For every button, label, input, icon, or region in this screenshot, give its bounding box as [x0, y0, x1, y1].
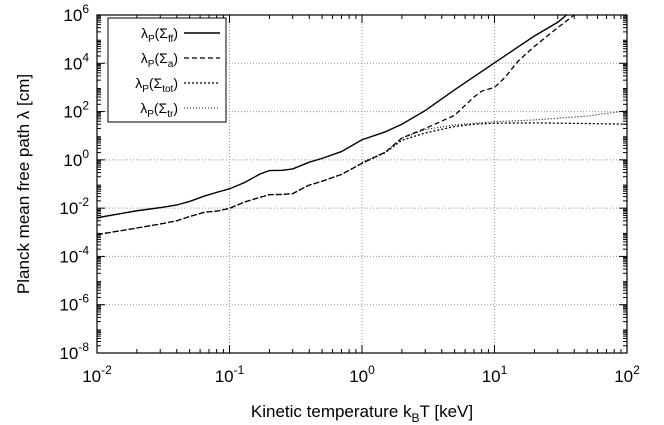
y-tick-label: 100 [63, 147, 89, 170]
y-tick-label: 10-6 [59, 292, 89, 315]
legend-label-2: λP(Σa) [141, 50, 178, 70]
x-tick-label: 101 [482, 363, 508, 386]
y-tick-label: 10-2 [59, 195, 89, 218]
y-axis-label: Planck mean free path λ [cm] [14, 74, 33, 294]
plot-frame [96, 14, 628, 354]
x-tick-label: 102 [614, 363, 640, 386]
series-line-1 [97, 15, 568, 219]
x-tick-label: 100 [349, 363, 375, 386]
y-tick-label: 10-8 [59, 340, 89, 363]
grid [97, 15, 627, 353]
legend: λP(Σff) λP(Σa) λP(Σtot) λP(Σtr) [107, 17, 227, 123]
series-line-3 [97, 122, 627, 236]
legend-label-1: λP(Σff) [141, 25, 178, 45]
ticks: 10-2 10-1 100 101 102 10-8 10-6 10-4 10-2 100 102 1… [59, 2, 640, 386]
y-tick-label: 104 [63, 50, 89, 73]
y-tick-label: 10-4 [59, 243, 89, 266]
legend-label-4: λP(Σtr) [140, 100, 178, 120]
legend-box [107, 17, 227, 123]
x-axis-label: Kinetic temperature kBT [keV] [251, 402, 473, 425]
y-tick-label: 102 [63, 99, 89, 122]
axis-labels: Kinetic temperature kBT [keV] Planck mean… [14, 74, 473, 425]
legend-label-3: λP(Σtot) [135, 75, 178, 95]
series-group [97, 15, 627, 236]
y-tick-label: 106 [63, 2, 89, 25]
x-tick-label: 10-2 [82, 363, 112, 386]
series-line-4 [361, 110, 627, 163]
x-tick-label: 10-1 [215, 363, 245, 386]
